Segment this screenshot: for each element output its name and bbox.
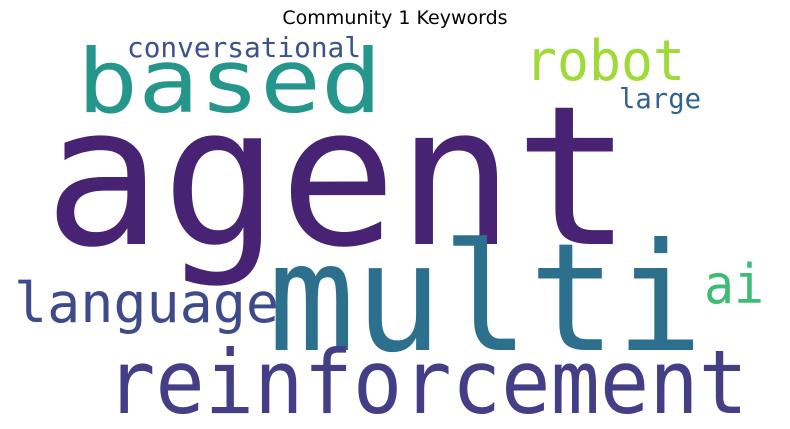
word-robot: robot [525,29,685,94]
chart-title: Community 1 Keywords [282,7,508,29]
word-conversational: conversational [127,31,361,64]
word-ai: ai [704,253,764,316]
word-based: based [77,30,382,133]
word-reinforcement: reinforcement [106,331,748,429]
word-language: language [14,271,279,335]
word-agent: agent [44,64,632,290]
word-large: large [619,82,701,115]
word-multi: multi [268,212,703,386]
